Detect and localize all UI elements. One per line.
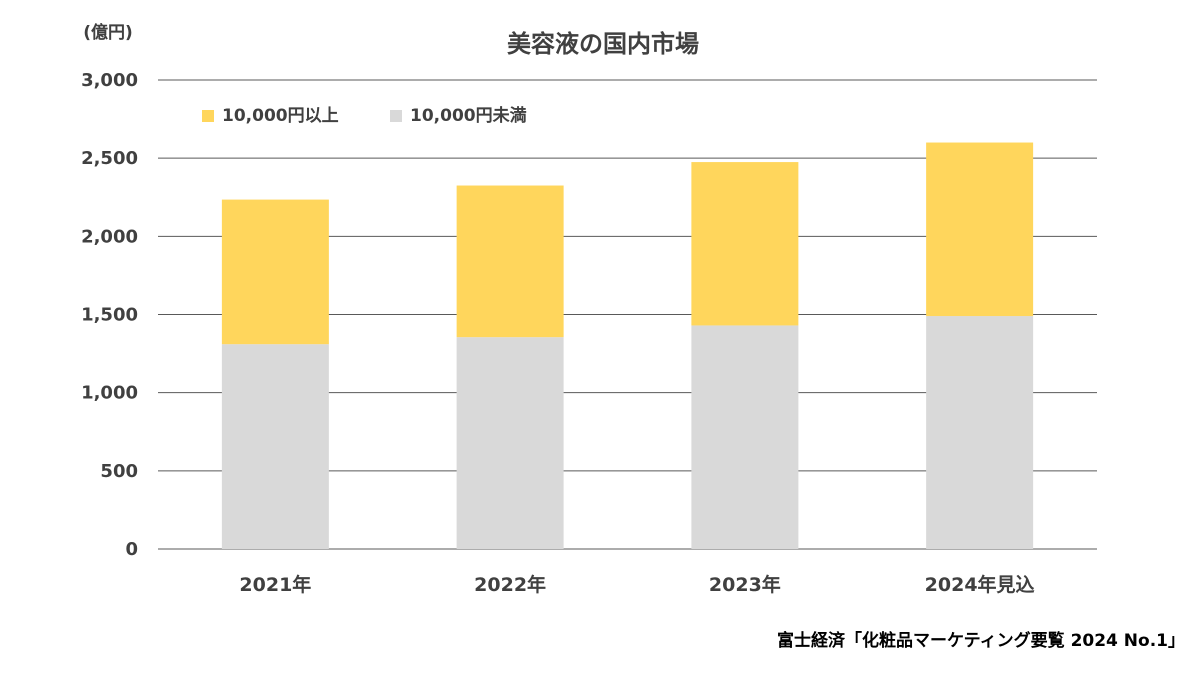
y-tick-label: 3,000 — [81, 70, 138, 91]
bar-segment — [221, 199, 329, 345]
y-axis-tick-labels: 0 500 1,000 1,500 2,000 2,500 3,000 — [81, 70, 138, 560]
legend: 10,000円以上 10,000円未満 — [202, 105, 527, 126]
legend-entry: 10,000円以上 — [222, 106, 339, 126]
x-tick-label: 2024年見込 — [925, 573, 1035, 596]
bar-segment — [456, 185, 564, 338]
source-note: 富士経済「化粧品マーケティング要覧 2024 No.1」 — [777, 630, 1185, 651]
bar-segment — [691, 162, 799, 326]
bar-segment — [456, 337, 564, 549]
bars — [221, 142, 1034, 549]
x-tick-label: 2022年 — [474, 573, 546, 596]
bar-segment — [221, 344, 329, 549]
bar-segment — [926, 316, 1034, 549]
legend-swatch — [390, 110, 402, 122]
y-tick-label: 2,000 — [81, 226, 138, 247]
bar-segment — [926, 142, 1034, 317]
legend-swatch — [202, 110, 214, 122]
x-axis-tick-labels: 2021年 2022年 2023年 2024年見込 — [239, 573, 1034, 596]
y-tick-label: 0 — [125, 539, 138, 560]
x-tick-label: 2023年 — [709, 573, 781, 596]
y-tick-label: 1,500 — [81, 305, 138, 326]
bar-segment — [691, 325, 799, 549]
chart-title: 美容液の国内市場 — [507, 30, 699, 58]
x-tick-label: 2021年 — [239, 573, 311, 596]
y-tick-label: 1,000 — [81, 383, 138, 404]
y-axis-unit-label: (億円) — [83, 22, 133, 43]
y-tick-label: 500 — [100, 461, 138, 482]
y-tick-label: 2,500 — [81, 148, 138, 169]
legend-entry: 10,000円未満 — [410, 105, 527, 126]
